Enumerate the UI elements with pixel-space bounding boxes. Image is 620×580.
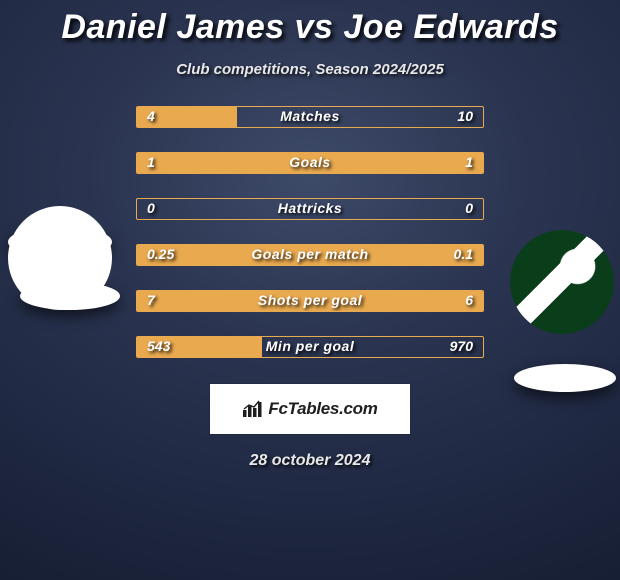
bars-container: 4Matches101Goals10Hattricks00.25Goals pe… (136, 106, 484, 358)
comparison-bar-row: 7 Shots per goal 6 (136, 290, 484, 312)
bar-chart-icon (242, 400, 264, 418)
player-avatar-right (510, 230, 614, 334)
comparison-bar-row: 543 Min per goal 970 (136, 336, 484, 358)
comparison-chart: 4Matches101Goals10Hattricks00.25Goals pe… (0, 106, 620, 358)
bar-label: Min per goal (266, 338, 354, 354)
bar-value-right: 1 (465, 154, 473, 170)
branding-badge: FcTables.com (210, 384, 410, 434)
bar-value-left: 0 (147, 200, 155, 216)
bar-value-right: 6 (465, 292, 473, 308)
subtitle: Club competitions, Season 2024/2025 (176, 61, 444, 78)
bar-value-right: 10 (457, 108, 473, 124)
bar-value-left: 1 (147, 154, 155, 170)
page-title: Daniel James vs Joe Edwards (61, 8, 558, 47)
bar-value-left: 4 (147, 108, 155, 124)
bar-value-left: 543 (147, 338, 170, 354)
bar-value-right: 0.1 (454, 246, 473, 262)
bar-label: Matches (280, 108, 340, 124)
bar-label: Goals per match (251, 246, 368, 262)
bar-label: Goals (289, 154, 330, 170)
comparison-bar-row: 1 Goals 1 (136, 152, 484, 174)
comparison-bar-row: 0.25 Goals per match 0.1 (136, 244, 484, 266)
comparison-bar-row: 4 Matches 10 (136, 106, 484, 128)
bar-value-right: 970 (450, 338, 473, 354)
avatar-right-graphic (510, 230, 614, 334)
bar-label: Hattricks (278, 200, 342, 216)
content-root: Daniel James vs Joe Edwards Club competi… (0, 0, 620, 580)
bar-value-left: 7 (147, 292, 155, 308)
branding-text: FcTables.com (268, 399, 377, 419)
bar-label: Shots per goal (258, 292, 362, 308)
bar-value-left: 0.25 (147, 246, 174, 262)
comparison-bar-row: 0 Hattricks 0 (136, 198, 484, 220)
bar-value-right: 0 (465, 200, 473, 216)
date-label: 28 october 2024 (250, 452, 371, 470)
avatar-shadow-ellipse (514, 364, 616, 392)
player-avatar-left (8, 206, 112, 310)
